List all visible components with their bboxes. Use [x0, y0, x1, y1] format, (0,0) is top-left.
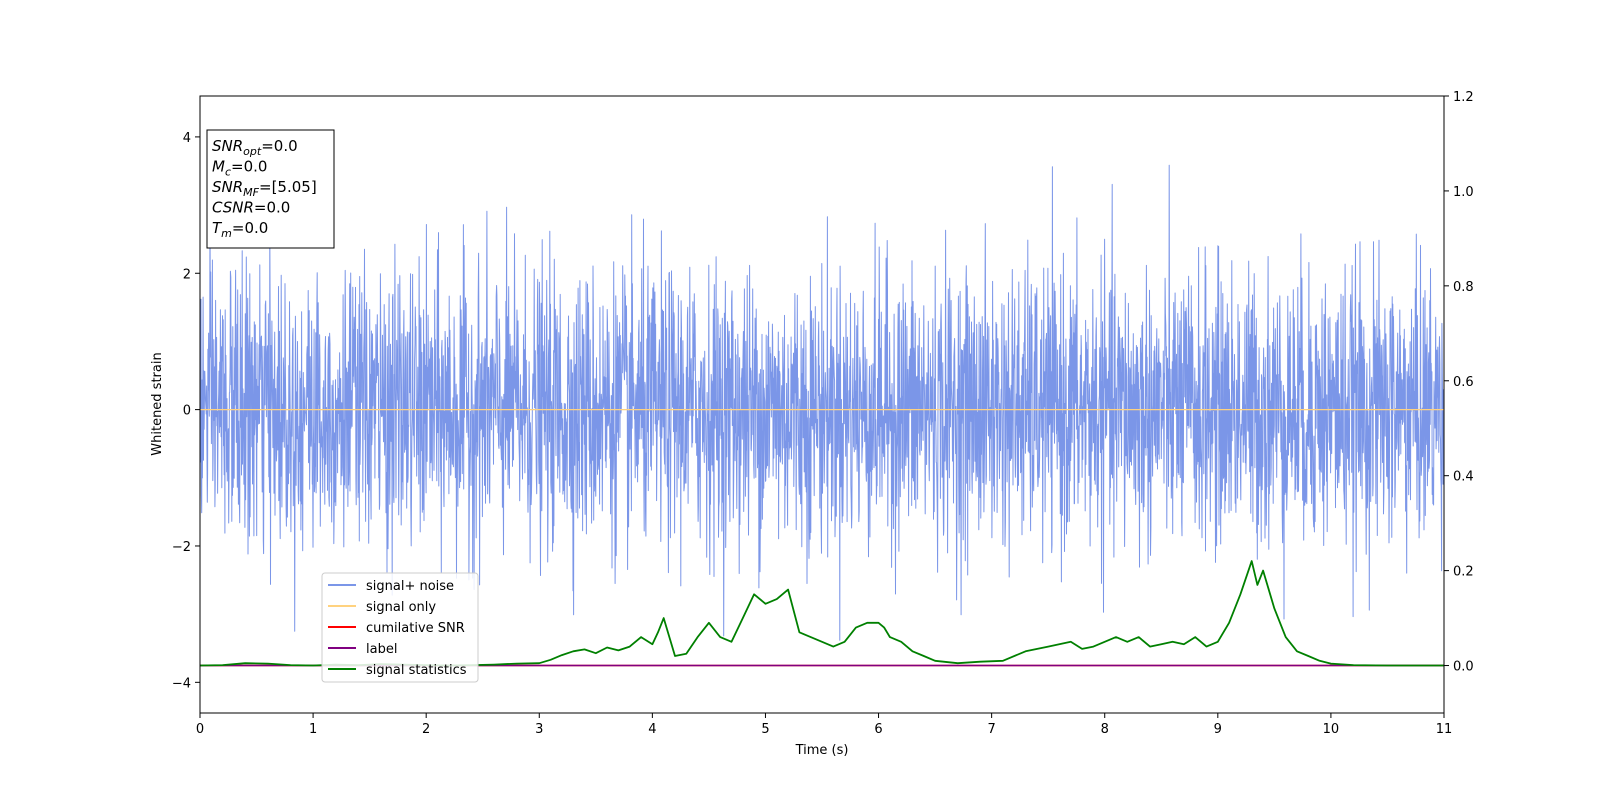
series-signal-plus-noise	[200, 164, 1444, 641]
legend-label: signal only	[366, 600, 436, 615]
y2-tick-label: 0.6	[1453, 375, 1474, 390]
y2-tick-label: 1.0	[1453, 185, 1474, 200]
x-tick-label: 8	[1101, 722, 1109, 737]
legend-label: signal statistics	[366, 663, 467, 678]
legend-label: signal+ noise	[366, 579, 454, 594]
x-tick-label: 2	[422, 722, 430, 737]
x-tick-label: 4	[648, 722, 656, 737]
x-tick-label: 9	[1214, 722, 1222, 737]
info-box-line: SNRopt=0.0	[212, 137, 298, 158]
plot-frame	[199, 95, 1445, 714]
y-tick-label: 0	[183, 404, 191, 419]
y-axis-left: −4 −2 0 2 4	[172, 131, 200, 691]
y-axis-right: 0.0 0.2 0.4 0.6 0.8 1.0 1.2	[1444, 90, 1474, 675]
x-tick-label: 5	[761, 722, 769, 737]
x-tick-label: 0	[196, 722, 204, 737]
y-tick-label: −4	[172, 676, 191, 691]
y2-tick-label: 1.2	[1453, 90, 1474, 105]
x-tick-label: 11	[1436, 722, 1453, 737]
y2-tick-label: 0.2	[1453, 565, 1474, 580]
legend-label: label	[366, 642, 397, 657]
x-tick-label: 1	[309, 722, 317, 737]
info-box-line: Mc=0.0	[212, 158, 267, 179]
x-tick-label: 10	[1323, 722, 1340, 737]
x-tick-label: 7	[987, 722, 995, 737]
x-axis-label: Time (s)	[795, 743, 849, 758]
info-box-line: Tm=0.0	[212, 219, 268, 240]
series-signal-statistics	[200, 560, 1444, 667]
y-tick-label: 2	[183, 267, 191, 282]
info-box-line: SNRMF=[5.05]	[212, 178, 317, 199]
x-tick-label: 3	[535, 722, 543, 737]
legend-label: cumilative SNR	[366, 621, 465, 636]
legend-frame	[321, 572, 479, 683]
y-tick-label: −2	[172, 540, 191, 555]
y-axis-label: Whitened strain	[150, 352, 165, 455]
x-axis: 0 1 2 3 4 5 6 7 8 9 10 11	[196, 713, 1452, 737]
y2-tick-label: 0.4	[1453, 470, 1474, 485]
y2-tick-label: 0.0	[1453, 660, 1474, 675]
info-box-frame	[206, 129, 335, 249]
x-tick-label: 6	[874, 722, 882, 737]
info-box-line: CSNR=0.0	[212, 199, 290, 217]
y-tick-label: 4	[183, 131, 191, 146]
legend: signal+ noise signal only cumilative SNR la…	[321, 572, 479, 683]
y2-tick-label: 0.8	[1453, 280, 1474, 295]
